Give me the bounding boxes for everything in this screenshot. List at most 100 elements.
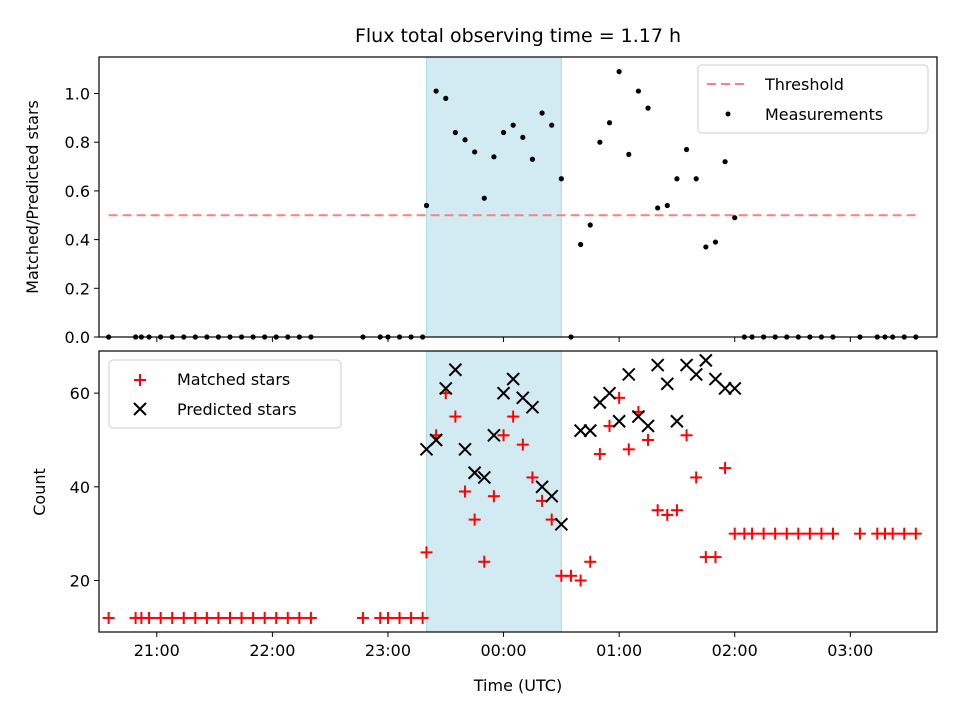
x-tick-label: 02:00 [712, 641, 758, 660]
y-tick-label: 1.0 [65, 85, 90, 104]
measurement-point [587, 222, 593, 228]
chart-title: Flux total observing time = 1.17 h [355, 25, 681, 47]
predicted-star-point [439, 381, 453, 396]
matched-star-point [416, 611, 429, 624]
matched-star-point [780, 527, 793, 540]
matched-star-point [270, 611, 283, 624]
matched-star-point [661, 508, 674, 521]
predicted-star-point [448, 363, 463, 377]
matched-star-point [200, 611, 213, 624]
matched-star-point [468, 513, 481, 526]
predicted-stars-points [419, 353, 742, 531]
bottom-axes-frame [98, 350, 938, 633]
x-tick-label: 23:00 [365, 641, 411, 660]
predicted-star-point [554, 517, 569, 531]
measurement-point [597, 139, 603, 145]
x-tick-label: 21:00 [134, 641, 180, 660]
y-tick-label: 0.8 [65, 133, 90, 152]
matched-star-point [898, 527, 911, 540]
measurement-point [423, 202, 430, 209]
matched-star-point [393, 611, 406, 624]
predicted-star-point [699, 353, 713, 368]
measurement-point [520, 134, 526, 140]
y-tick-label: 0.6 [65, 182, 90, 201]
measurement-point [539, 110, 545, 116]
matched-star-point [516, 438, 529, 451]
bottom-y-axis-label: Count [30, 468, 49, 516]
matched-star-point [574, 574, 587, 587]
matched-star-point [909, 527, 922, 540]
bottom-legend: Matched stars Predicted stars [108, 359, 342, 429]
matched-star-point [886, 527, 899, 540]
matched-star-point [584, 555, 597, 568]
measurement-point [645, 105, 651, 111]
x-tick-label: 03:00 [827, 641, 873, 660]
matched-star-point [281, 611, 294, 624]
matched-star-point [189, 611, 202, 624]
legend-matched-label: Matched stars [177, 370, 290, 389]
measurement-point [703, 244, 709, 250]
measurement-point [433, 88, 439, 94]
top-y-axis-label: Matched/Predicted stars [23, 100, 42, 294]
measurement-point [462, 137, 468, 143]
x-tick-label: 00:00 [480, 641, 526, 660]
matched-star-point [815, 527, 828, 540]
measurement-point [549, 122, 555, 128]
predicted-star-point [602, 386, 617, 400]
measurement-point [616, 69, 622, 75]
matched-star-point [478, 555, 491, 568]
matched-star-point [680, 429, 693, 442]
matched-star-point [381, 611, 394, 624]
predicted-star-point [622, 367, 636, 382]
matched-star-point [757, 527, 770, 540]
measurement-point [664, 202, 670, 209]
y-tick-label: 0.4 [65, 231, 90, 250]
predicted-star-point [545, 489, 559, 503]
matched-star-point [670, 504, 683, 517]
measurement-point [655, 205, 661, 211]
matched-star-point [769, 527, 782, 540]
matched-star-point [642, 433, 655, 446]
measurement-point [683, 146, 690, 153]
matched-star-point [746, 527, 759, 540]
measurement-point [500, 129, 507, 136]
shaded-interval-rect [425, 56, 562, 338]
predicted-star-point [689, 367, 703, 382]
measurement-point [635, 88, 642, 94]
top-panel: 0.0 0.2 0.4 0.6 0.8 1.0 Matched/Predicted sta… [23, 56, 938, 347]
matched-star-point [177, 611, 190, 624]
y-tick-label: 40 [70, 478, 90, 497]
measurement-point [443, 95, 449, 101]
bottom-legend-box [108, 359, 342, 429]
y-tick-label: 20 [70, 571, 90, 590]
predicted-star-point [477, 470, 491, 485]
matched-star-point [651, 504, 664, 517]
predicted-star-point [641, 419, 655, 433]
predicted-star-point [573, 423, 588, 438]
legend-predicted-label: Predicted stars [177, 400, 297, 419]
predicted-star-point [612, 414, 626, 428]
matched-star-point [497, 429, 510, 442]
matched-star-point [593, 448, 606, 461]
legend-predicted-swatch [133, 402, 147, 416]
predicted-star-point [670, 414, 684, 428]
matched-star-point [102, 611, 115, 624]
matched-star-point [507, 410, 520, 423]
top-y-ticks: 0.0 0.2 0.4 0.6 0.8 1.0 [65, 85, 99, 347]
matched-star-point [526, 471, 539, 484]
matched-star-point [212, 611, 225, 624]
predicted-star-point [525, 400, 540, 414]
x-tick-label: 01:00 [596, 641, 642, 660]
measurement-point [529, 156, 536, 162]
matched-star-point [235, 611, 248, 624]
matched-star-point [420, 546, 433, 559]
legend-matched-swatch [134, 374, 146, 386]
predicted-star-point [467, 466, 482, 480]
measurement-point [452, 129, 458, 136]
matched-star-point [709, 551, 722, 564]
top-x-ticks [156, 337, 851, 342]
measurement-point [481, 195, 487, 201]
measurement-point [558, 176, 564, 182]
predicted-star-point [718, 381, 732, 396]
